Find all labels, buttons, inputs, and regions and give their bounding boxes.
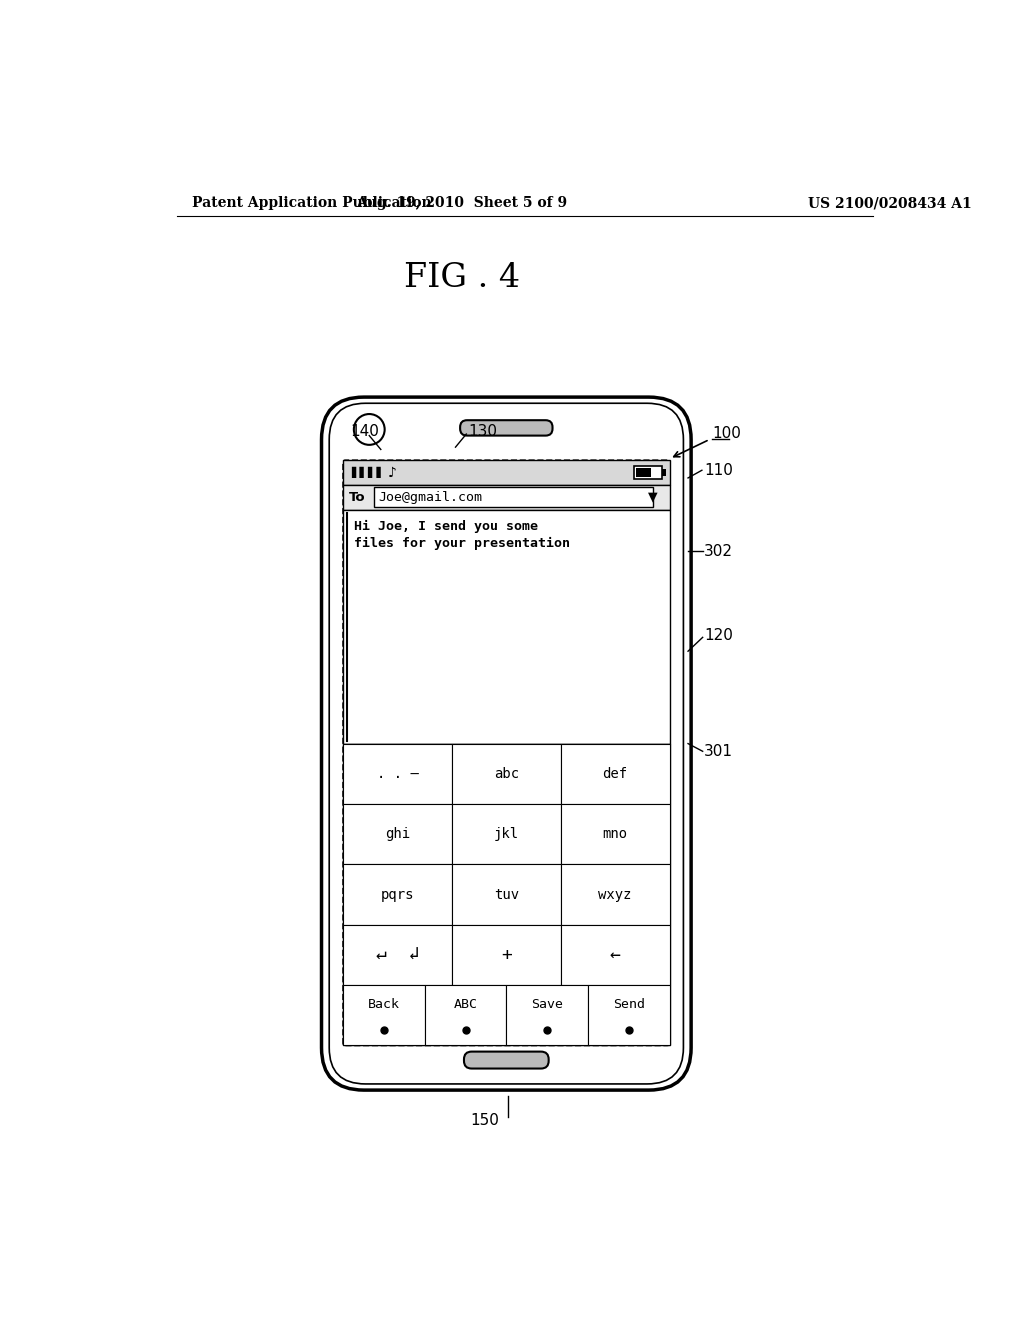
Text: ↵  ↲: ↵ ↲	[376, 946, 419, 964]
Bar	[452, 925, 561, 985]
Text: FIG . 4: FIG . 4	[403, 261, 519, 294]
Text: Aug. 19, 2010  Sheet 5 of 9: Aug. 19, 2010 Sheet 5 of 9	[356, 197, 567, 210]
Text: 140: 140	[350, 424, 379, 440]
Bar	[636, 469, 651, 478]
Circle shape	[354, 414, 385, 445]
Text: def: def	[602, 767, 628, 781]
Text: 150: 150	[470, 1113, 499, 1129]
Bar	[506, 985, 588, 1045]
Text: ▼: ▼	[648, 491, 657, 504]
Text: ♪: ♪	[388, 466, 396, 479]
Text: 130: 130	[468, 424, 497, 440]
Bar	[343, 743, 452, 804]
Bar	[634, 466, 662, 479]
Bar	[452, 804, 561, 865]
Bar	[561, 925, 670, 985]
Text: 302: 302	[705, 544, 733, 558]
Bar	[588, 985, 670, 1045]
Text: mno: mno	[602, 828, 628, 841]
Text: Hi Joe, I send you some: Hi Joe, I send you some	[354, 520, 538, 533]
Bar	[561, 865, 670, 925]
Text: Joe@gmail.com: Joe@gmail.com	[379, 491, 482, 504]
Bar	[374, 487, 652, 507]
Text: tuv: tuv	[494, 887, 519, 902]
Text: wxyz: wxyz	[598, 887, 632, 902]
Text: 100: 100	[712, 426, 740, 441]
Bar	[343, 925, 452, 985]
Text: 301: 301	[705, 743, 733, 759]
Bar	[561, 804, 670, 865]
Text: Save: Save	[531, 998, 563, 1011]
Text: pqrs: pqrs	[381, 887, 415, 902]
Text: ▌▌▌▌: ▌▌▌▌	[351, 467, 385, 478]
FancyBboxPatch shape	[464, 1052, 549, 1069]
Text: ←: ←	[609, 946, 621, 964]
Bar	[425, 985, 506, 1045]
Bar	[452, 865, 561, 925]
Text: Patent Application Publication: Patent Application Publication	[193, 197, 432, 210]
Bar	[343, 510, 670, 743]
FancyBboxPatch shape	[322, 397, 691, 1090]
Text: Send: Send	[612, 998, 645, 1011]
Bar	[662, 470, 666, 475]
Text: US 2100/0208434 A1: US 2100/0208434 A1	[808, 197, 972, 210]
Bar	[343, 865, 452, 925]
Text: jkl: jkl	[494, 828, 519, 841]
Text: ghi: ghi	[385, 828, 410, 841]
Text: abc: abc	[494, 767, 519, 781]
Text: +: +	[501, 946, 512, 964]
Text: . . –: . . –	[377, 767, 419, 781]
Text: Back: Back	[368, 998, 400, 1011]
Bar	[561, 743, 670, 804]
Text: To: To	[349, 491, 366, 504]
Text: ABC: ABC	[454, 998, 477, 1011]
Bar	[343, 985, 425, 1045]
Bar	[452, 743, 561, 804]
Text: 120: 120	[705, 628, 733, 643]
Bar	[343, 804, 452, 865]
Bar	[343, 484, 670, 510]
Bar	[343, 461, 670, 484]
FancyBboxPatch shape	[460, 420, 553, 436]
Text: files for your presentation: files for your presentation	[354, 537, 570, 550]
Text: 110: 110	[705, 463, 733, 478]
Bar	[343, 743, 670, 1045]
